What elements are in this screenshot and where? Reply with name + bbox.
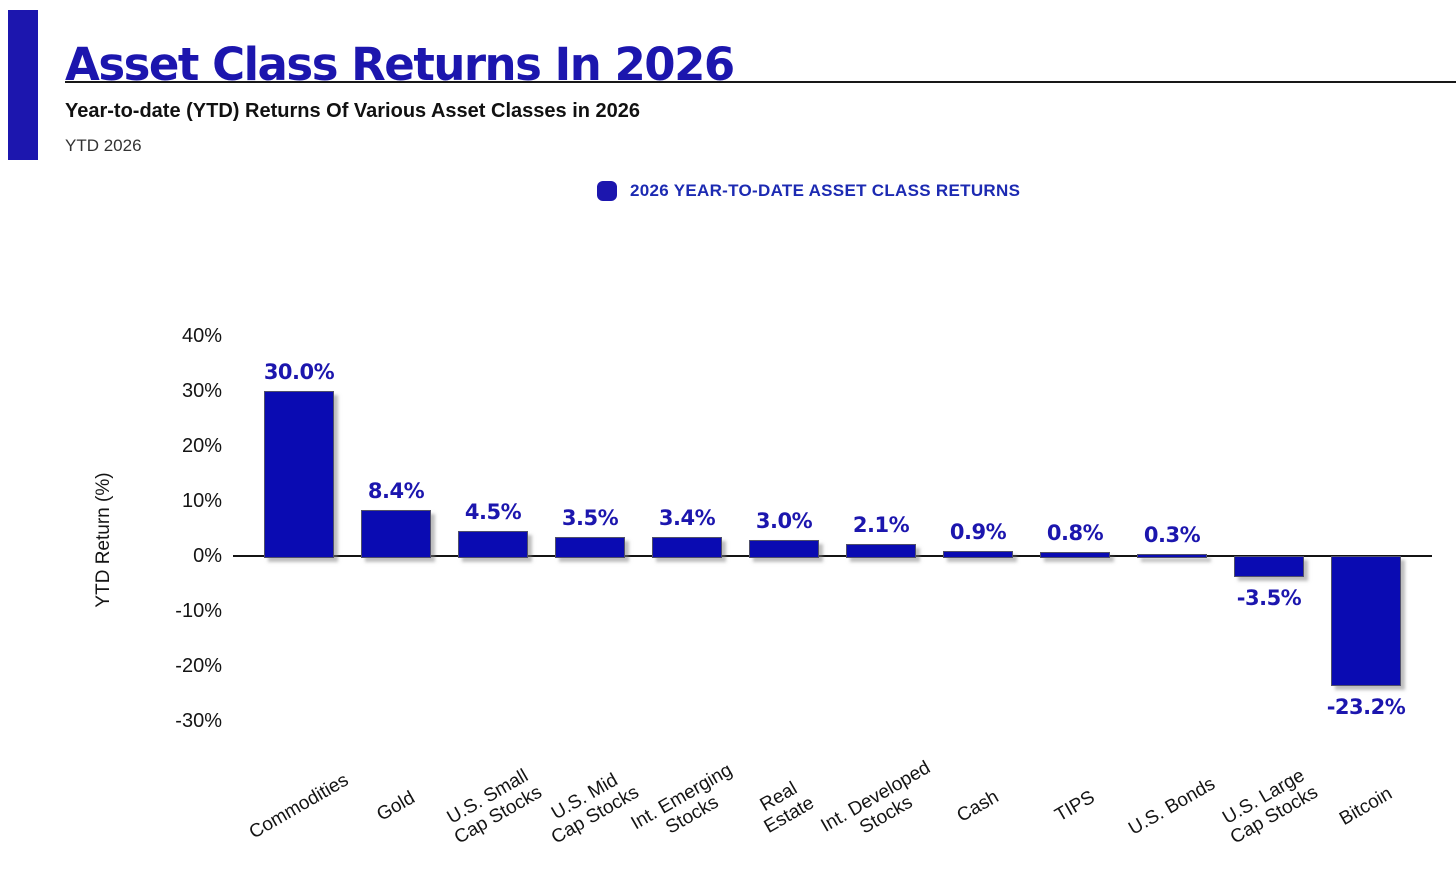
bar-real-estate [749, 539, 819, 558]
bar-value-label-u-s-small-cap-stocks: 4.5% [464, 500, 522, 525]
bar-int-developed-stocks [846, 544, 916, 558]
bar-value-label-int-developed-stocks: 2.1% [852, 513, 910, 538]
legend-swatch-icon [597, 181, 617, 201]
y-tick-label-neg30pct: -30% [175, 710, 222, 732]
bar-value-label-u-s-mid-cap-stocks: 3.5% [561, 505, 619, 530]
y-axis-title: YTD Return (%) [93, 472, 114, 608]
bar-value-label-u-s-bonds: 0.3% [1143, 523, 1201, 548]
title-divider [65, 81, 1456, 83]
y-tick-label-40pct: 40% [181, 325, 222, 347]
y-tick-label-10pct: 10% [181, 490, 222, 512]
legend: 2026 YEAR-TO-DATE ASSET CLASS RETURNS [597, 181, 1020, 201]
y-tick-label-neg20pct: -20% [175, 655, 222, 677]
y-tick-label-20pct: 20% [181, 435, 222, 457]
chart-note: YTD 2026 [65, 136, 142, 155]
bar-value-label-bitcoin: -23.2% [1326, 694, 1406, 719]
x-axis-line [233, 555, 1432, 557]
bar-bitcoin [1331, 556, 1401, 686]
bar-u-s-small-cap-stocks [458, 531, 528, 558]
bar-value-label-u-s-large-cap-stocks: -3.5% [1236, 586, 1302, 611]
bar-gold [361, 509, 431, 558]
bar-u-s-large-cap-stocks [1234, 556, 1304, 578]
bar-value-label-cash: 0.9% [949, 520, 1007, 545]
bar-u-s-mid-cap-stocks [555, 536, 625, 558]
bar-value-label-real-estate: 3.0% [755, 508, 813, 533]
y-tick-label-30pct: 30% [181, 380, 222, 402]
accent-bar [8, 10, 38, 160]
bar-value-label-int-emerging-stocks: 3.4% [658, 506, 716, 531]
bar-cash [943, 551, 1013, 558]
y-tick-label-0pct: 0% [193, 545, 222, 567]
bar-value-label-commodities: 30.0% [263, 360, 335, 384]
bar-int-emerging-stocks [652, 537, 722, 558]
bar-commodities [264, 391, 334, 558]
bar-u-s-bonds [1137, 554, 1207, 558]
bar-tips [1040, 551, 1110, 558]
bar-value-label-gold: 8.4% [367, 478, 425, 503]
legend-label: 2026 YEAR-TO-DATE ASSET CLASS RETURNS [630, 181, 1021, 200]
y-tick-label-neg10pct: -10% [175, 600, 222, 622]
bar-value-label-tips: 0.8% [1046, 520, 1104, 545]
chart-subtitle: Year-to-date (YTD) Returns Of Various As… [65, 100, 641, 122]
